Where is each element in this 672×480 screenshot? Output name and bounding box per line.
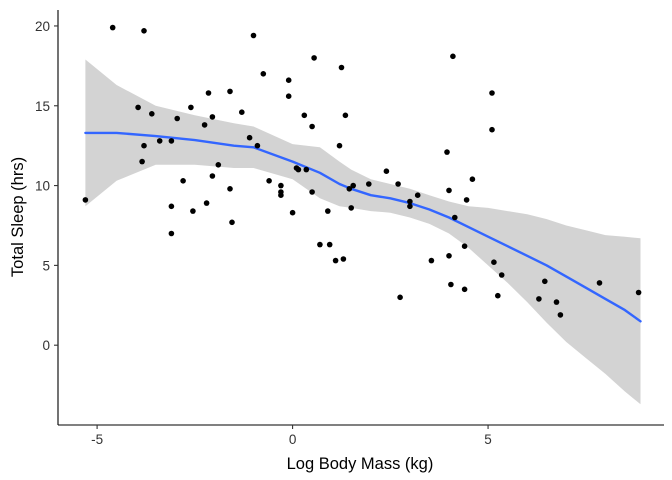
data-point [168, 203, 175, 210]
data-point [174, 115, 180, 122]
data-point [350, 182, 357, 189]
data-point [469, 176, 476, 182]
data-point [536, 296, 542, 302]
data-point [285, 93, 292, 99]
data-point [553, 299, 560, 305]
data-point [209, 114, 216, 120]
confidence-band-layer [85, 59, 641, 405]
data-point [338, 64, 345, 71]
data-point [309, 123, 315, 130]
data-point [491, 259, 497, 266]
data-point [311, 55, 317, 61]
data-point [446, 253, 452, 259]
data-point [141, 142, 147, 149]
data-point [596, 280, 603, 286]
data-point [109, 24, 116, 31]
data-point [383, 168, 390, 174]
data-point [301, 112, 308, 119]
data-point [428, 257, 435, 264]
data-point [229, 219, 235, 226]
data-point [149, 111, 155, 117]
data-point [254, 142, 261, 149]
data-point [332, 257, 339, 264]
data-point [346, 186, 353, 192]
data-point [444, 149, 450, 155]
data-point [215, 162, 222, 168]
data-point [489, 90, 495, 96]
data-point [180, 178, 186, 184]
data-point [336, 142, 343, 149]
data-point [463, 197, 470, 203]
data-point [260, 71, 267, 77]
data-point [407, 203, 413, 210]
data-point [203, 200, 210, 206]
data-point [82, 197, 89, 203]
y-tick-label: 15 [35, 99, 50, 114]
data-point [397, 294, 403, 301]
data-point [309, 189, 315, 195]
y-tick-label: 20 [35, 19, 50, 34]
data-point [303, 166, 310, 173]
data-point [285, 77, 292, 83]
x-tick-label: 5 [484, 432, 492, 447]
data-point [461, 243, 468, 249]
data-point [227, 186, 233, 192]
data-point [414, 192, 421, 198]
data-point [452, 214, 458, 221]
data-point [250, 32, 257, 39]
data-point [227, 88, 233, 95]
data-point [348, 205, 355, 211]
data-point [340, 256, 347, 262]
data-point [498, 272, 505, 278]
data-point [209, 173, 216, 179]
data-point [168, 138, 175, 144]
data-point [557, 312, 564, 318]
data-point [239, 109, 245, 115]
data-point [395, 181, 401, 187]
data-point [495, 292, 501, 299]
x-tick-label: 0 [289, 432, 297, 447]
data-point [450, 53, 456, 60]
y-tick-label: 10 [35, 179, 50, 194]
data-point [168, 230, 175, 237]
data-point [317, 241, 323, 248]
confidence-band [85, 59, 641, 405]
data-point [190, 208, 196, 214]
data-point [278, 192, 284, 198]
data-point [366, 181, 372, 187]
data-point [325, 208, 331, 214]
x-tick-label: -5 [91, 432, 103, 447]
data-point [461, 286, 468, 293]
data-point [139, 158, 145, 165]
data-point [446, 187, 452, 194]
data-point [342, 112, 349, 119]
data-point [489, 126, 495, 133]
data-point [141, 28, 147, 34]
data-point [246, 134, 253, 141]
axes: -5 0 5 0 5 10 15 20 [35, 10, 664, 447]
y-tick-label: 0 [42, 338, 50, 353]
data-point [635, 289, 642, 296]
data-point [295, 166, 302, 173]
data-point [407, 198, 413, 205]
data-point [448, 281, 454, 288]
data-point [266, 178, 272, 184]
data-point [135, 104, 141, 111]
y-tick-label: 5 [42, 258, 50, 273]
data-point [542, 278, 548, 285]
data-point [278, 182, 284, 189]
data-point [188, 104, 194, 111]
data-point [201, 122, 208, 128]
data-point [205, 90, 212, 96]
data-point [289, 209, 296, 216]
data-point [156, 138, 163, 144]
data-points [82, 24, 642, 318]
data-point [326, 241, 333, 248]
y-axis-title: Total Sleep (hrs) [9, 157, 27, 277]
x-axis-title: Log Body Mass (kg) [287, 455, 434, 473]
